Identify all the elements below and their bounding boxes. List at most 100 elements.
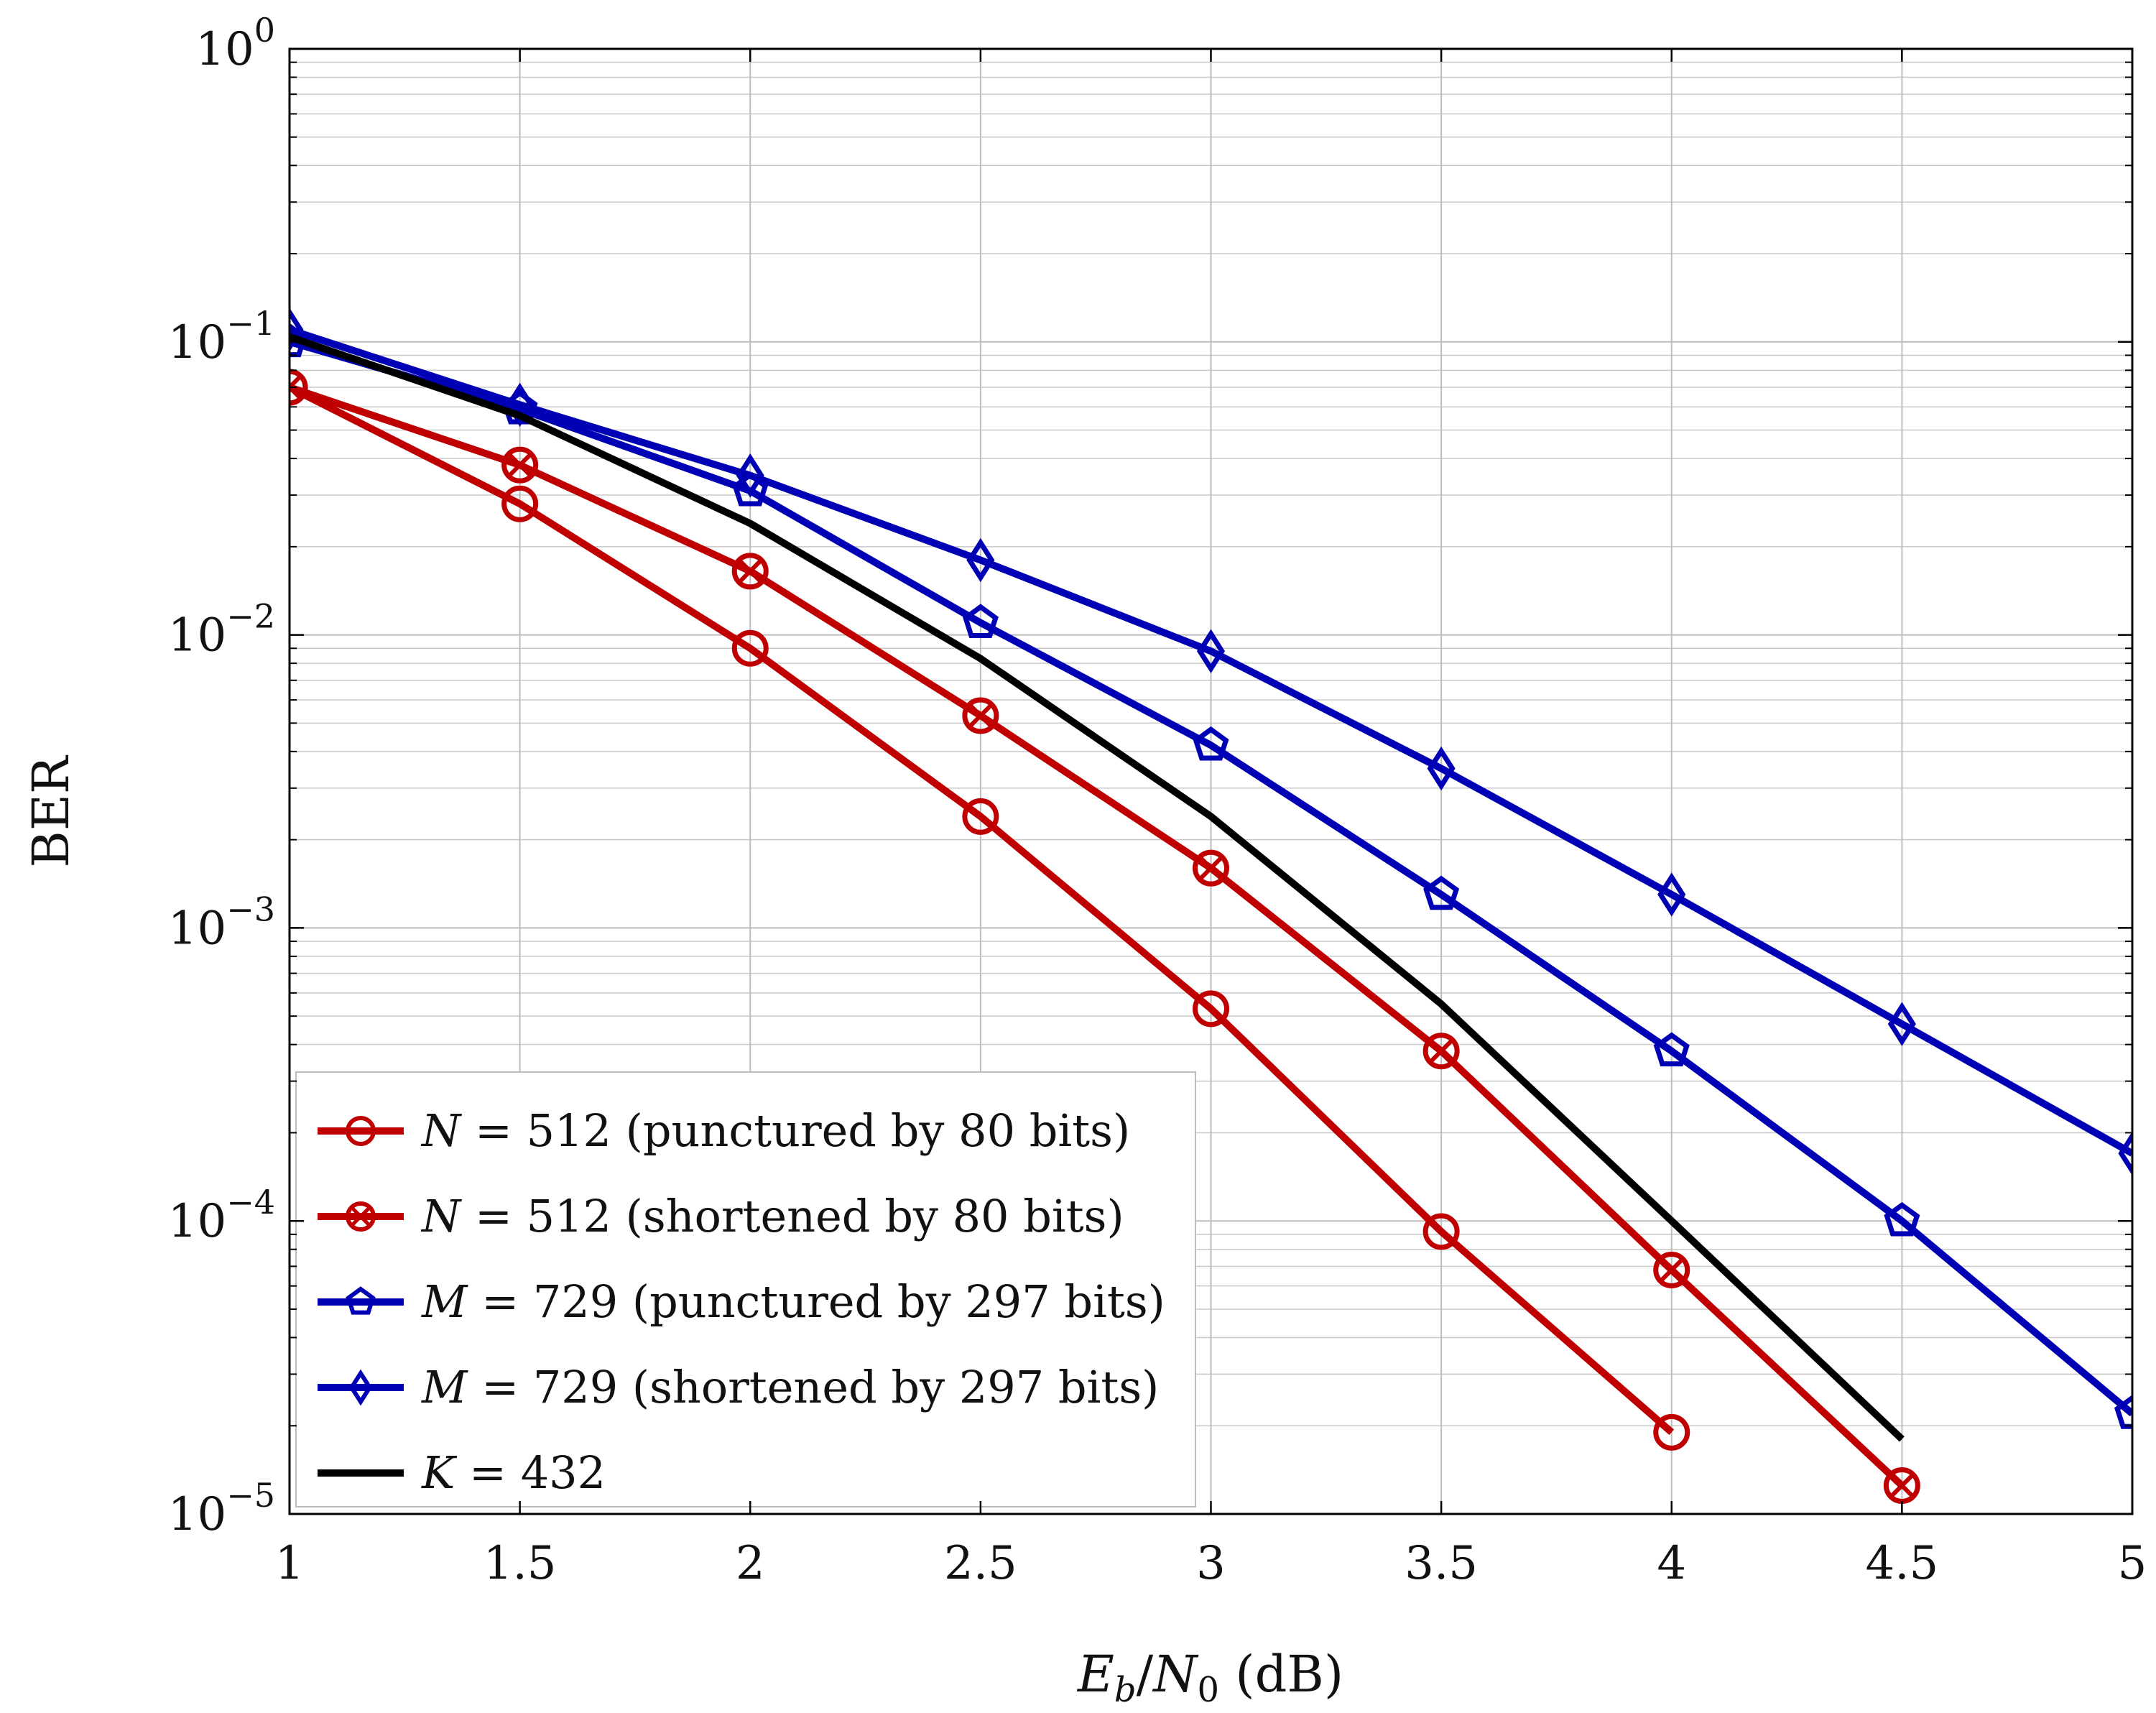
- pentagon-marker: [1884, 1201, 1920, 1237]
- series-line: [290, 384, 1905, 1489]
- circle-marker: [962, 798, 999, 835]
- series-2: [290, 369, 1920, 1504]
- y-tick-label: 10−4: [168, 1183, 275, 1248]
- legend-label: N = 512 (punctured by 80 bits): [420, 1104, 1130, 1157]
- otimes-marker: [1422, 1033, 1460, 1070]
- otimes-circle: [1193, 849, 1229, 887]
- pentagon-marker: [732, 471, 769, 507]
- legend-label-text: = 729 (punctured by 297 bits): [467, 1275, 1165, 1328]
- otimes-circle: [501, 446, 539, 484]
- otimes-marker: [731, 553, 769, 590]
- x-tick-label: 3.5: [1405, 1537, 1478, 1590]
- x-label-base-sub: b: [1114, 1670, 1137, 1710]
- x-label-slash: /: [1137, 1645, 1154, 1704]
- x-tick-labels: 1 1.5 2 2.5 3 3.5 4 4.5 5: [275, 1537, 2147, 1590]
- circle-marker: [346, 1116, 376, 1146]
- otimes-marker: [1653, 1252, 1690, 1289]
- otimes-marker: [1193, 849, 1229, 887]
- otimes-circle: [346, 1201, 376, 1232]
- x-tick-label: 4.5: [1865, 1537, 1938, 1590]
- axis-ticks: [288, 47, 2134, 1515]
- x-tick-label: 2: [736, 1537, 765, 1590]
- legend-label: K = 432: [421, 1446, 606, 1499]
- otimes-cross: [290, 376, 301, 391]
- y-tick-base: 10: [168, 316, 226, 369]
- legend-label: M = 729 (shortened by 297 bits): [421, 1361, 1159, 1413]
- y-tick-base: 10: [168, 1195, 226, 1248]
- legend-entry: N = 512 (shortened by 80 bits): [318, 1190, 1124, 1242]
- otimes-cross: [1660, 1258, 1683, 1282]
- circle-marker: [501, 485, 539, 522]
- pentagon-marker: [962, 604, 999, 638]
- x-axis-label: Eb/N0 (dB): [1076, 1645, 1343, 1710]
- legend-label-var: K: [421, 1446, 458, 1499]
- x-tick-label: 1.5: [484, 1537, 557, 1590]
- circle-marker: [1193, 990, 1229, 1028]
- diamond-marker: [1657, 872, 1686, 917]
- diamond-marker: [1887, 1002, 1916, 1046]
- y-tick-exponent: 0: [254, 11, 275, 50]
- diamond-marker: [348, 1369, 373, 1406]
- legend-label: N = 512 (shortened by 80 bits): [420, 1190, 1124, 1242]
- series-line: [290, 384, 1675, 1436]
- y-tick-exponent: −1: [226, 304, 275, 343]
- series-layer: [290, 308, 2132, 1504]
- legend-label-var: N: [420, 1104, 463, 1157]
- otimes-circle: [290, 369, 308, 406]
- x-label-base: E: [1076, 1645, 1114, 1704]
- y-tick-base: 10: [195, 23, 254, 76]
- x-label-denom-sub: 0: [1198, 1670, 1220, 1710]
- y-axis-label: BER: [22, 754, 80, 868]
- y-tick-exponent: −3: [226, 890, 275, 928]
- x-label-unit: (dB): [1219, 1645, 1343, 1704]
- legend-entry: K = 432: [318, 1446, 606, 1499]
- legend-label-var: M: [421, 1275, 468, 1328]
- otimes-marker: [962, 697, 999, 734]
- otimes-circle: [1422, 1033, 1460, 1070]
- y-tick-base: 10: [168, 609, 226, 662]
- pentagon-marker: [1193, 726, 1229, 761]
- y-tick-label: 10−1: [168, 304, 275, 369]
- y-tick-label: 100: [195, 11, 275, 76]
- y-tick-exponent: −4: [226, 1183, 275, 1222]
- otimes-cross: [969, 704, 992, 727]
- otimes-cross: [290, 384, 301, 399]
- otimes-cross: [1430, 1040, 1453, 1063]
- series-5: [290, 333, 1905, 1442]
- pentagon-marker: [1653, 1032, 1690, 1067]
- y-tick-exponent: −5: [226, 1476, 275, 1515]
- diamond-marker: [506, 382, 535, 428]
- legend-entry: M = 729 (shortened by 297 bits): [318, 1361, 1159, 1413]
- circle-marker: [1653, 1413, 1690, 1451]
- otimes-marker: [501, 446, 539, 484]
- circle-marker: [1422, 1213, 1460, 1250]
- diamond-marker: [1427, 746, 1456, 791]
- legend-label: M = 729 (punctured by 297 bits): [421, 1275, 1165, 1328]
- pentagon-marker: [2114, 1395, 2132, 1429]
- circle-marker: [731, 629, 769, 667]
- diamond-marker: [1196, 629, 1226, 673]
- pentagon-marker: [346, 1286, 376, 1315]
- diamond-marker: [736, 453, 764, 498]
- legend-label-var: N: [420, 1190, 463, 1242]
- legend-entry: N = 512 (punctured by 80 bits): [318, 1104, 1130, 1157]
- otimes-circle: [1653, 1252, 1690, 1289]
- otimes-circle: [731, 553, 769, 590]
- otimes-cross: [1890, 1474, 1914, 1497]
- y-tick-label: 10−5: [168, 1476, 275, 1541]
- legend: N = 512 (punctured by 80 bits) N = 512 (s…: [295, 1071, 1196, 1507]
- otimes-marker: [290, 369, 308, 406]
- y-tick-base: 10: [168, 1488, 226, 1541]
- series-line: [290, 326, 2132, 1157]
- otimes-cross: [508, 453, 532, 476]
- x-tick-label: 4: [1657, 1537, 1686, 1590]
- otimes-circle: [962, 697, 999, 734]
- x-tick-label: 1: [275, 1537, 305, 1590]
- y-tick-base: 10: [168, 902, 226, 955]
- legend-box: [295, 1071, 1196, 1507]
- otimes-cross: [351, 1207, 370, 1226]
- legend-label-text: = 432: [455, 1446, 606, 1499]
- x-tick-label: 3: [1196, 1537, 1226, 1590]
